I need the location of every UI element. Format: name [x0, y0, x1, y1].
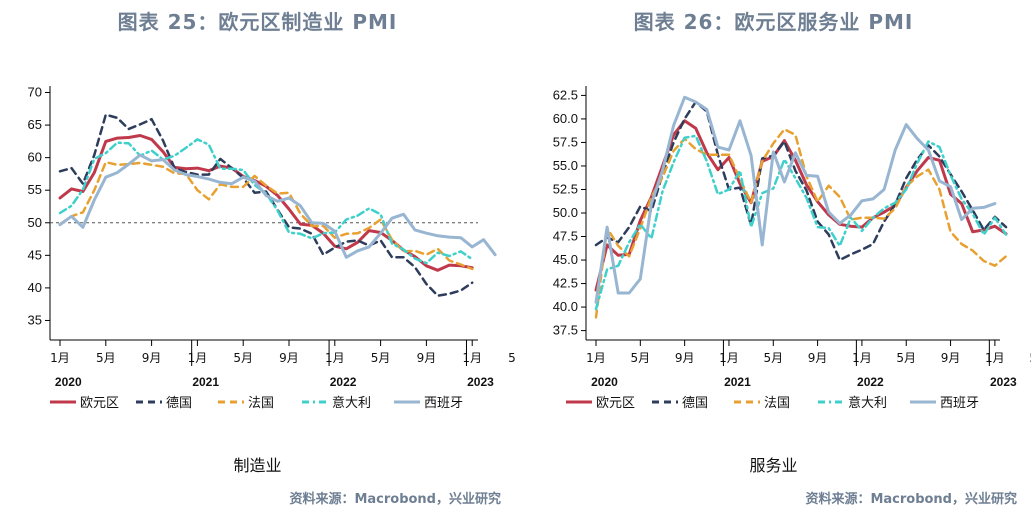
series-line-germany [58, 113, 474, 297]
y-tick-label: 60 [28, 150, 42, 165]
source-note: 资料来源：Macrobond，兴业研究 [805, 492, 1017, 507]
x-tick-label: 1月 [325, 351, 345, 365]
series-line-france [58, 160, 474, 271]
y-tick-label: 42.5 [553, 276, 578, 291]
x-tick-label: 9月 [675, 351, 695, 365]
x-tick-label: 1月 [586, 351, 606, 365]
series-group [58, 113, 497, 297]
legend: 欧元区 德国 法国 意大利 西班牙 [566, 395, 979, 411]
y-tick-label: 65 [28, 117, 42, 132]
y-tick-label: 45 [28, 247, 42, 262]
legend-label-germany: 德国 [166, 396, 192, 411]
x-tick-label: 5月 [233, 351, 253, 365]
legend-label-france: 法国 [248, 396, 274, 411]
x-tick-label: 1月 [852, 351, 872, 365]
x-tick-label: 5月 [763, 351, 783, 365]
y-tick-label: 50.0 [553, 205, 578, 220]
legend: 欧元区 德国 法国 意大利 西班牙 [50, 395, 463, 411]
manufacturing-chart: 35404550556065701月5月9月1月5月9月1月5月9月1月5月9月… [28, 85, 515, 411]
y-tick-label: 55.0 [553, 158, 578, 173]
x-tick-label: 5月 [1029, 351, 1031, 365]
x-tick-label: 1月 [50, 351, 70, 365]
x-tick-label: 5月 [508, 351, 515, 365]
x-tick-label: 9月 [808, 351, 828, 365]
y-tick-label: 57.5 [553, 134, 578, 149]
services-chart: 37.5 40.0 42.5 45.0 47.5 50.0 52.5 55.0 57.5 60.0… [553, 86, 1031, 411]
year-label: 2021 [724, 375, 751, 389]
y-tick-label: 47.5 [553, 229, 578, 244]
legend-label-spain: 西班牙 [940, 396, 979, 411]
y-tick-label: 45.0 [553, 252, 578, 267]
year-label: 2021 [192, 375, 219, 389]
y-tick-label: 40.0 [553, 299, 578, 314]
x-tick-label: 1月 [985, 351, 1005, 365]
x-tick-label: 5月 [96, 351, 116, 365]
y-tick-label: 40 [28, 280, 42, 295]
legend-label-eurozone: 欧元区 [80, 396, 119, 411]
legend-label-france: 法国 [764, 396, 790, 411]
panel-title: 图表 25：欧元区制造业 PMI [117, 10, 398, 34]
x-tick-label: 1月 [462, 351, 482, 365]
series-line-spain [594, 95, 997, 304]
year-label: 2022 [330, 375, 357, 389]
series-group [594, 95, 1008, 319]
y-tick-label: 60.0 [553, 111, 578, 126]
manufacturing-panel: 图表 25：欧元区制造业 PMI 35 40 45 50 55 60 65 70 1月 5月 9月 1… [0, 0, 515, 514]
x-tick-label: 5月 [371, 351, 391, 365]
year-label: 2022 [857, 375, 884, 389]
y-tick-label: 62.5 [553, 87, 578, 102]
chart-caption: 服务业 [749, 456, 798, 475]
x-tick-label: 1月 [188, 351, 208, 365]
y-tick-label: 52.5 [553, 181, 578, 196]
x-tick-label: 5月 [630, 351, 650, 365]
y-tick-label: 35 [28, 312, 42, 327]
x-tick-label: 1月 [719, 351, 739, 365]
y-tick-label: 55 [28, 182, 42, 197]
series-line-italy [58, 138, 474, 265]
legend-label-spain: 西班牙 [424, 396, 463, 411]
x-tick-label: 9月 [417, 351, 437, 365]
y-tick-label: 37.5 [553, 323, 578, 338]
x-tick-label: 9月 [941, 351, 961, 365]
year-label: 2023 [990, 375, 1017, 389]
series-line-spain [58, 153, 497, 259]
year-label: 2023 [467, 375, 494, 389]
year-label: 2020 [591, 375, 618, 389]
series-line-italy [594, 134, 1008, 311]
y-tick-label: 70 [28, 85, 42, 100]
source-note: 资料来源：Macrobond，兴业研究 [289, 492, 501, 507]
chart-caption: 制造业 [233, 456, 282, 475]
year-label: 2020 [55, 375, 82, 389]
legend-label-germany: 德国 [682, 396, 708, 411]
legend-label-eurozone: 欧元区 [596, 396, 635, 411]
legend-label-italy: 意大利 [848, 395, 887, 411]
x-tick-label: 5月 [896, 351, 916, 365]
legend-label-italy: 意大利 [332, 395, 371, 411]
x-tick-label: 9月 [142, 351, 162, 365]
panel-title: 图表 26：欧元区服务业 PMI [633, 10, 914, 34]
x-tick-label: 9月 [279, 351, 299, 365]
y-tick-label: 50 [28, 215, 42, 230]
series-line-france [594, 128, 1008, 319]
services-panel: 图表 26：欧元区服务业 PMI 37.5 40.0 42.5 45.0 47.5 50.… [516, 0, 1031, 514]
